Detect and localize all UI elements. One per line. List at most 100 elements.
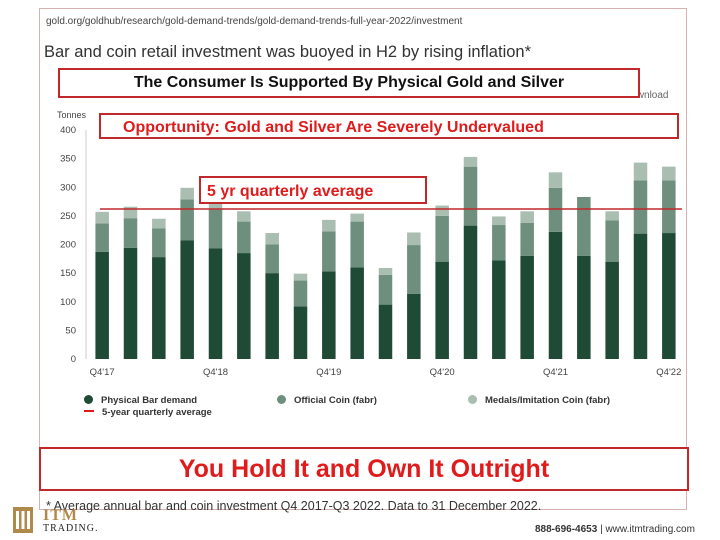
bar-segment[interactable] — [350, 213, 364, 222]
bar-segment[interactable] — [492, 225, 506, 261]
bar-segment[interactable] — [152, 228, 166, 258]
y-tick-label: 250 — [60, 211, 76, 222]
bar-segment[interactable] — [520, 255, 534, 359]
bar-segment[interactable] — [548, 172, 563, 188]
bar-segment[interactable] — [577, 196, 591, 256]
bar-segment[interactable] — [322, 231, 336, 272]
bar-segment[interactable] — [435, 205, 449, 216]
legend-item-average: 5-year quarterly average — [84, 407, 212, 418]
legend-item-official-coin: Official Coin (fabr) — [277, 395, 377, 406]
bar-segment[interactable] — [322, 271, 336, 359]
bar-segment[interactable] — [492, 216, 506, 226]
callout-consumer: The Consumer Is Supported By Physical Go… — [58, 68, 640, 98]
y-tick-label: 300 — [60, 182, 76, 193]
bar-groups — [95, 156, 676, 359]
bar-segment[interactable] — [293, 280, 308, 307]
y-tick-label: 0 — [71, 354, 76, 365]
contact-info: 888-696-4653 | www.itmtrading.com — [535, 524, 695, 535]
bar-segment[interactable] — [548, 231, 563, 359]
bar-segment[interactable] — [633, 162, 648, 181]
legend-label-average: 5-year quarterly average — [102, 407, 212, 418]
footnote: * Average annual bar and coin investment… — [46, 499, 542, 513]
bar-segment[interactable] — [293, 306, 308, 359]
bar-segment[interactable] — [123, 247, 138, 359]
bar-segment[interactable] — [123, 218, 138, 248]
page-url[interactable]: gold.org/goldhub/research/gold-demand-tr… — [46, 16, 463, 27]
bar-segment[interactable] — [662, 166, 676, 181]
bar-segment[interactable] — [237, 221, 251, 254]
bar-segment[interactable] — [322, 219, 336, 232]
bar-segment[interactable] — [350, 267, 364, 359]
callout-opportunity: Opportunity: Gold and Silver Are Severel… — [99, 113, 679, 139]
bar-segment[interactable] — [463, 166, 478, 226]
bar-segment[interactable] — [378, 274, 393, 305]
bar-segment[interactable] — [577, 255, 591, 359]
bar-segment[interactable] — [237, 211, 251, 222]
bar-segment[interactable] — [208, 209, 223, 249]
legend-swatch-average — [84, 410, 94, 412]
logo-subtitle: TRADING. — [43, 523, 99, 534]
bar-segment[interactable] — [662, 233, 676, 359]
x-axis-ticks: Q4'17 Q4'18 Q4'19 Q4'20 Q4'21 Q4'22 — [90, 367, 682, 378]
x-tick-label: Q4'17 — [90, 367, 115, 378]
y-tick-label: 150 — [60, 268, 76, 279]
bar-segment[interactable] — [237, 253, 251, 359]
legend-label-official-coin: Official Coin (fabr) — [294, 395, 377, 406]
y-tick-label: 50 — [65, 325, 76, 336]
bar-segment[interactable] — [492, 260, 506, 359]
bar-segment[interactable] — [520, 211, 534, 223]
callout-hold: You Hold It and Own It Outright — [39, 447, 689, 491]
bar-segment[interactable] — [378, 267, 393, 275]
bar-segment[interactable] — [180, 240, 194, 359]
x-tick-label: Q4'19 — [316, 367, 341, 378]
legend-swatch-official-coin — [277, 395, 286, 404]
bar-segment[interactable] — [463, 225, 478, 359]
bar-segment[interactable] — [435, 261, 449, 359]
x-tick-label: Q4'20 — [430, 367, 455, 378]
bar-segment[interactable] — [152, 218, 166, 229]
y-tick-label: 400 — [60, 125, 76, 136]
bar-segment[interactable] — [605, 211, 619, 221]
bar-segment[interactable] — [208, 248, 223, 359]
bar-segment[interactable] — [662, 180, 676, 234]
footer-bar — [0, 514, 720, 540]
bar-segment[interactable] — [378, 304, 393, 359]
callout-average: 5 yr quarterly average — [199, 176, 427, 204]
itm-logo-icon — [13, 507, 33, 533]
legend-label-physical-bar: Physical Bar demand — [101, 395, 198, 406]
y-tick-label: 200 — [60, 240, 76, 251]
bar-segment[interactable] — [95, 251, 109, 359]
bar-segment[interactable] — [265, 233, 279, 245]
legend-item-medals: Medals/Imitation Coin (fabr) — [468, 395, 610, 406]
y-axis-label: Tonnes — [57, 110, 87, 120]
bar-segment[interactable] — [265, 244, 279, 274]
website-link[interactable]: www.itmtrading.com — [605, 524, 695, 535]
bar-segment[interactable] — [520, 222, 534, 256]
bar-segment[interactable] — [435, 215, 449, 262]
bar-segment[interactable] — [123, 206, 138, 219]
y-tick-label: 100 — [60, 297, 76, 308]
bar-segment[interactable] — [407, 232, 421, 246]
legend-item-physical-bar: Physical Bar demand — [84, 395, 197, 406]
bar-segment[interactable] — [180, 187, 194, 200]
bar-segment[interactable] — [463, 156, 478, 167]
bar-segment[interactable] — [152, 257, 166, 359]
phone-number[interactable]: 888-696-4653 — [535, 524, 598, 535]
y-tick-label: 350 — [60, 154, 76, 165]
bar-segment[interactable] — [180, 199, 194, 241]
bar-segment[interactable] — [633, 233, 648, 359]
bar-segment[interactable] — [407, 245, 421, 294]
bar-segment[interactable] — [293, 273, 308, 281]
bar-segment[interactable] — [548, 187, 563, 232]
download-link[interactable]: Download — [624, 90, 669, 101]
bar-segment[interactable] — [95, 211, 109, 224]
bar-segment[interactable] — [350, 221, 364, 268]
bar-segment[interactable] — [605, 220, 619, 262]
bar-segment[interactable] — [633, 180, 648, 234]
legend-swatch-physical-bar — [84, 395, 93, 404]
bar-segment[interactable] — [208, 202, 223, 210]
bar-segment[interactable] — [407, 293, 421, 359]
bar-segment[interactable] — [605, 261, 619, 359]
bar-segment[interactable] — [95, 223, 109, 252]
bar-segment[interactable] — [265, 273, 279, 359]
